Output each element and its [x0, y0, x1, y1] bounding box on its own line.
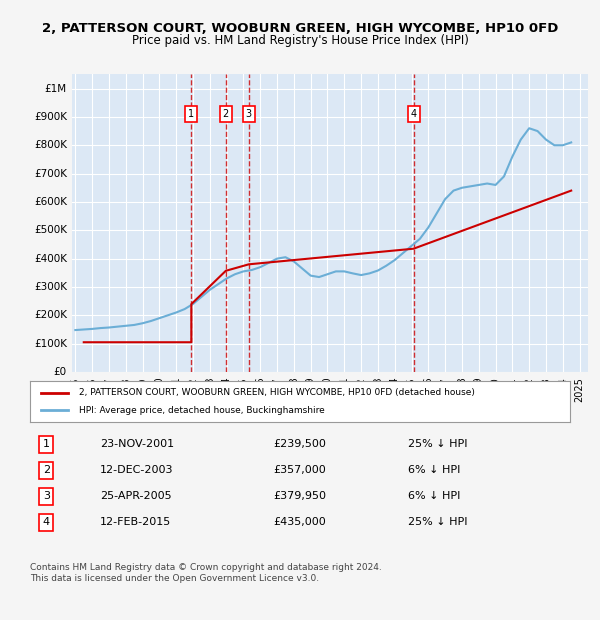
Text: 2, PATTERSON COURT, WOOBURN GREEN, HIGH WYCOMBE, HP10 0FD: 2, PATTERSON COURT, WOOBURN GREEN, HIGH …	[42, 22, 558, 35]
Text: £1M: £1M	[45, 84, 67, 94]
Text: 25% ↓ HPI: 25% ↓ HPI	[408, 439, 467, 450]
Text: Price paid vs. HM Land Registry's House Price Index (HPI): Price paid vs. HM Land Registry's House …	[131, 34, 469, 47]
Text: 3: 3	[43, 491, 50, 502]
Text: £379,950: £379,950	[273, 491, 326, 502]
Text: 6% ↓ HPI: 6% ↓ HPI	[408, 491, 460, 502]
Text: £100K: £100K	[34, 339, 67, 348]
Text: 4: 4	[410, 109, 416, 119]
Text: 2: 2	[223, 109, 229, 119]
Text: £200K: £200K	[34, 311, 67, 321]
Text: 3: 3	[246, 109, 252, 119]
Text: £300K: £300K	[34, 282, 67, 292]
Text: £800K: £800K	[34, 140, 67, 150]
Text: £600K: £600K	[34, 197, 67, 207]
Text: 2, PATTERSON COURT, WOOBURN GREEN, HIGH WYCOMBE, HP10 0FD (detached house): 2, PATTERSON COURT, WOOBURN GREEN, HIGH …	[79, 388, 475, 397]
Text: £500K: £500K	[34, 225, 67, 235]
Text: 2: 2	[43, 465, 50, 476]
Text: 12-DEC-2003: 12-DEC-2003	[100, 465, 174, 476]
Text: 25% ↓ HPI: 25% ↓ HPI	[408, 517, 467, 528]
Text: £239,500: £239,500	[273, 439, 326, 450]
Text: £400K: £400K	[34, 254, 67, 264]
Text: HPI: Average price, detached house, Buckinghamshire: HPI: Average price, detached house, Buck…	[79, 406, 325, 415]
Text: £0: £0	[54, 367, 67, 377]
Text: £700K: £700K	[34, 169, 67, 179]
Text: 12-FEB-2015: 12-FEB-2015	[100, 517, 172, 528]
Text: £435,000: £435,000	[273, 517, 326, 528]
Text: £357,000: £357,000	[273, 465, 326, 476]
Text: £900K: £900K	[34, 112, 67, 122]
Text: Contains HM Land Registry data © Crown copyright and database right 2024.
This d: Contains HM Land Registry data © Crown c…	[30, 564, 382, 583]
Text: 23-NOV-2001: 23-NOV-2001	[100, 439, 175, 450]
Text: 1: 1	[188, 109, 194, 119]
Text: 1: 1	[43, 439, 50, 450]
Text: 4: 4	[43, 517, 50, 528]
Text: 25-APR-2005: 25-APR-2005	[100, 491, 172, 502]
Text: 6% ↓ HPI: 6% ↓ HPI	[408, 465, 460, 476]
